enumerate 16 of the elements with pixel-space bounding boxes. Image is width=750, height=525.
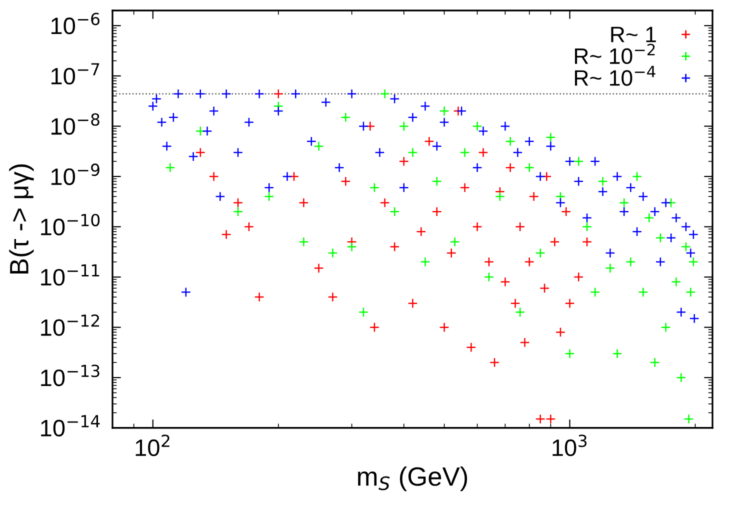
y-tick-label: 10$^{−8}$ [51,113,100,135]
y-tick-label: 10$^{−10}$ [41,214,100,236]
legend-label: R~ 1 [611,26,656,42]
legend-label: R~ 10$^{−2}$ [574,44,655,64]
y-tick-label: 10$^{−6}$ [51,12,100,34]
x-tick-label: 10$^{2}$ [136,434,170,456]
y-tick-label: 10$^{−12}$ [41,314,100,336]
x-tick-label: 10$^{3}$ [552,434,587,456]
y-axis-title: B(τ -> μγ) [9,164,34,274]
y-tick-label: 10$^{−13}$ [41,364,100,386]
legend-label: R~ 10$^{−4}$ [574,66,656,86]
y-tick-label: 10$^{−7}$ [51,63,100,85]
y-tick-label: 10$^{−11}$ [41,264,100,286]
x-axis-title: m$_{S}$ (GeV) [358,466,468,492]
y-tick-label: 10$^{−14}$ [41,415,100,436]
y-tick-label: 10$^{−9}$ [51,164,100,186]
